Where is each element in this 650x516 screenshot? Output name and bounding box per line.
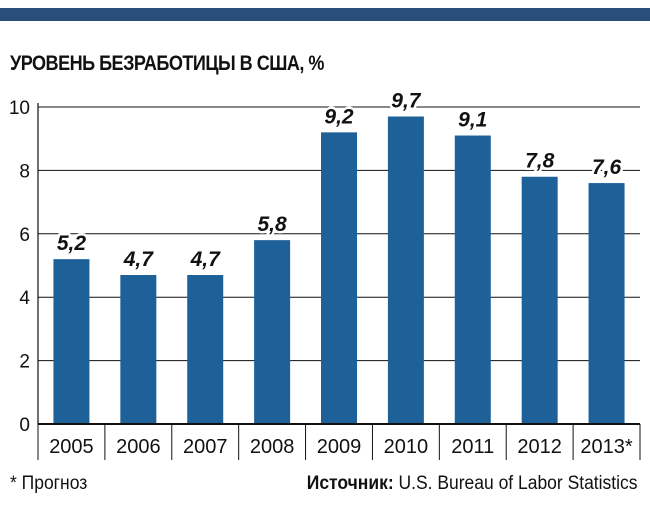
source-note: Источник: U.S. Bureau of Labor Statistic… [307, 473, 638, 495]
chart-title: УРОВЕНЬ БЕЗРАБОТИЦЫ В США, % [10, 52, 324, 75]
x-tick-label: 2005 [49, 436, 94, 458]
data-label: 5,2 [57, 232, 87, 255]
data-label: 4,7 [190, 248, 222, 271]
data-label: 9,2 [324, 105, 354, 128]
x-tick-label: 2013* [580, 436, 632, 458]
source-text: U.S. Bureau of Labor Statistics [394, 473, 638, 494]
bar [588, 183, 625, 424]
bar [254, 240, 291, 424]
data-label: 7,8 [525, 150, 555, 173]
data-label-halo: 5,8 [258, 213, 288, 236]
x-tick-label: 2007 [183, 436, 228, 458]
bar [321, 132, 357, 425]
x-tick-label: 2006 [116, 436, 161, 458]
bar [120, 275, 157, 424]
data-label-halo: 7,8 [525, 150, 555, 173]
y-tick-label: 6 [19, 225, 30, 246]
source-label: Источник: [307, 473, 395, 494]
data-label-halo: 9,7 [391, 90, 422, 113]
y-tick-label: 8 [19, 161, 30, 182]
data-label-halo: 4,7 [190, 248, 222, 271]
bar [521, 176, 558, 424]
bar [187, 275, 224, 424]
data-label-halo: 9,2 [324, 105, 354, 128]
x-tick-label: 2012 [517, 436, 562, 458]
x-tick-label: 2011 [451, 436, 494, 458]
data-label-halo: 7,6 [592, 156, 622, 179]
data-label: 4,7 [123, 248, 155, 271]
y-tick-label: 0 [19, 415, 30, 436]
data-label: 5,8 [258, 213, 288, 236]
top-rule [0, 8, 650, 21]
data-label: 7,6 [592, 156, 622, 179]
bar [454, 135, 491, 424]
data-label-halo: 4,7 [123, 248, 155, 271]
x-tick-label: 2010 [384, 436, 429, 458]
x-tick-label: 2008 [250, 436, 295, 458]
x-tick-label: 2009 [317, 436, 362, 458]
data-label-halo: 9,1 [458, 109, 487, 132]
y-tick-label: 4 [19, 288, 30, 309]
y-tick-label: 2 [19, 352, 30, 373]
data-label: 9,1 [458, 109, 487, 132]
bar [387, 116, 424, 424]
data-label: 9,7 [391, 90, 422, 113]
bar [53, 259, 90, 424]
y-tick-label: 10 [9, 98, 30, 119]
data-label-halo: 5,2 [57, 232, 87, 255]
forecast-footnote: * Прогноз [10, 473, 88, 494]
